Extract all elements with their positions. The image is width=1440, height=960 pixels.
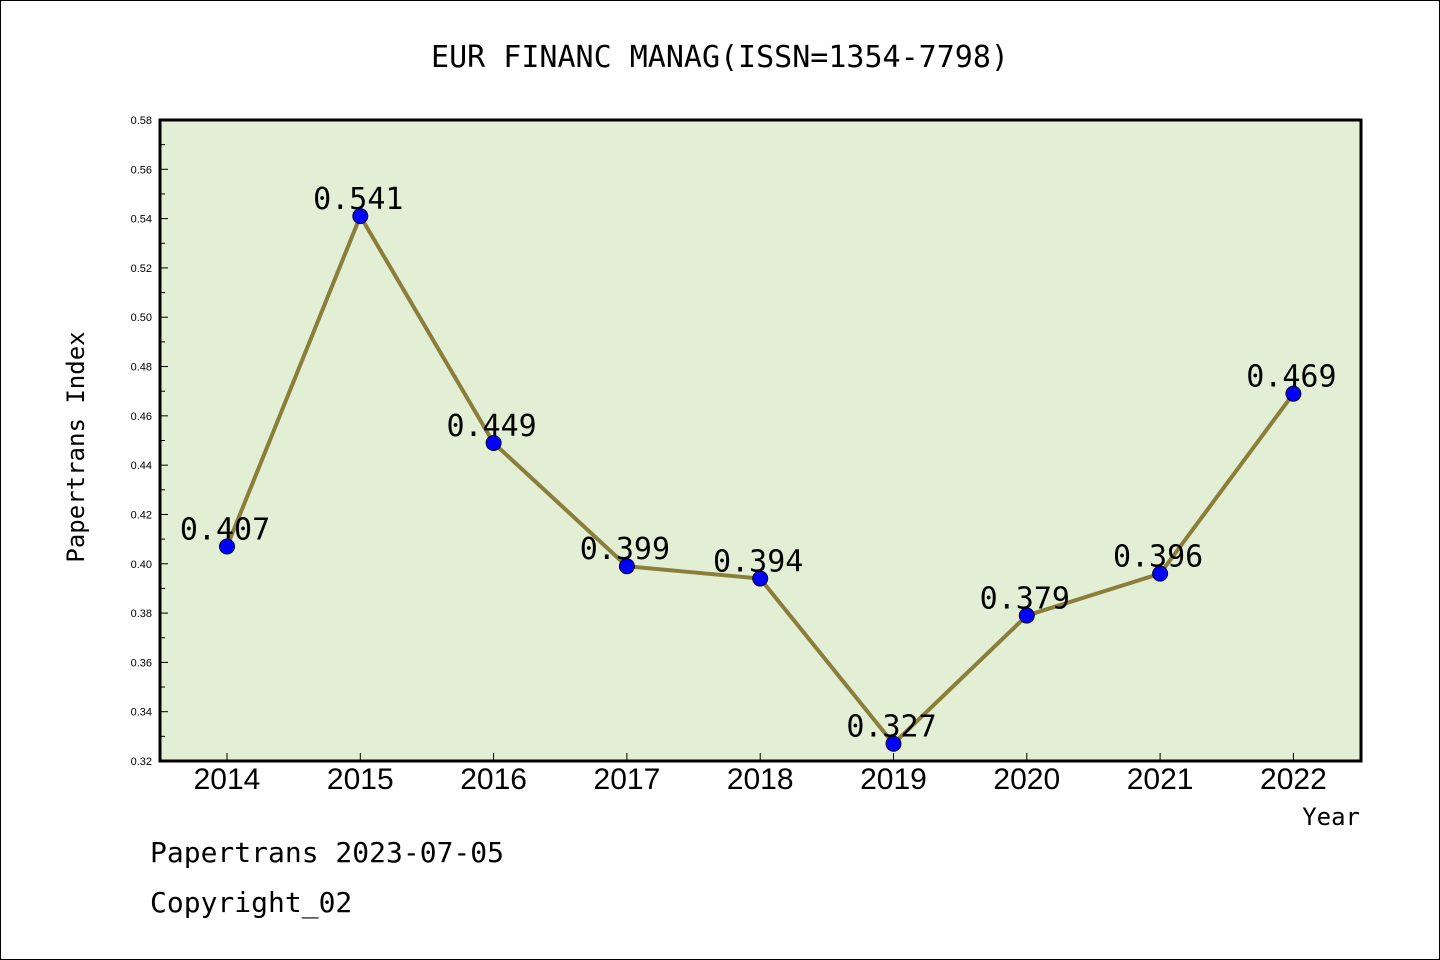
x-tick-label: 2017: [594, 763, 661, 796]
y-tick-label: 0.34: [131, 707, 152, 719]
data-labels: 0.407 0.541 0.449 0.399 0.394 0.327 0.379 0.396…: [180, 182, 1337, 745]
chart-title: EUR FINANC MANAG(ISSN=1354-7798): [431, 40, 1009, 75]
footer-copyright: Copyright_02: [150, 886, 353, 919]
x-tick-label: 2016: [460, 763, 527, 796]
data-point: [219, 538, 235, 555]
data-point: [352, 208, 369, 225]
data-point: [618, 558, 635, 575]
y-axis-title: Papertrans Index: [62, 331, 90, 562]
x-tick-label: 2021: [1127, 763, 1194, 796]
y-tick-label: 0.46: [131, 411, 152, 423]
x-tick-label: 2015: [327, 763, 394, 796]
x-axis: 2014 2015 2016 2017 2018 2019 2020 2021 2022: [194, 753, 1327, 796]
data-label: 0.399: [580, 532, 670, 567]
y-tick-label: 0.44: [131, 460, 152, 472]
data-point: [1285, 385, 1302, 402]
y-tick-label: 0.36: [131, 657, 152, 669]
y-tick-label: 0.48: [131, 362, 152, 374]
x-tick-label: 2020: [993, 763, 1060, 796]
data-label: 0.396: [1113, 540, 1203, 575]
data-point: [1152, 565, 1169, 582]
plot-area: [158, 118, 1363, 763]
y-tick-label: 0.52: [131, 263, 152, 275]
y-tick-label: 0.32: [131, 756, 152, 768]
data-point: [752, 570, 769, 587]
data-label: 0.394: [713, 545, 803, 580]
series-papertrans-index: [219, 208, 1302, 752]
data-point: [1018, 607, 1035, 624]
x-tick-label: 2018: [727, 763, 794, 796]
y-tick-label: 0.56: [131, 164, 152, 176]
data-point: [885, 735, 902, 752]
data-label: 0.449: [446, 409, 536, 444]
y-tick-label: 0.54: [131, 214, 152, 226]
data-label: 0.469: [1246, 360, 1336, 395]
x-axis-title: Year: [1302, 803, 1360, 831]
y-tick-label: 0.50: [131, 312, 152, 324]
y-axis: 0.32 0.34 0.36 0.38 0.40 0.42 0.44 0.46 0.48 0.50…: [131, 115, 168, 768]
data-label: 0.327: [846, 710, 936, 745]
y-tick-label: 0.40: [131, 559, 152, 571]
data-point: [485, 434, 502, 451]
footer-date: Papertrans 2023-07-05: [150, 836, 505, 869]
x-tick-label: 2022: [1260, 763, 1327, 796]
y-tick-label: 0.58: [131, 115, 152, 127]
x-tick-label: 2014: [194, 763, 261, 796]
data-label: 0.379: [980, 582, 1070, 617]
data-label: 0.407: [180, 513, 270, 548]
data-label: 0.541: [313, 182, 403, 217]
y-tick-label: 0.38: [131, 608, 152, 620]
y-tick-label: 0.42: [131, 509, 152, 521]
x-tick-label: 2019: [860, 763, 927, 796]
